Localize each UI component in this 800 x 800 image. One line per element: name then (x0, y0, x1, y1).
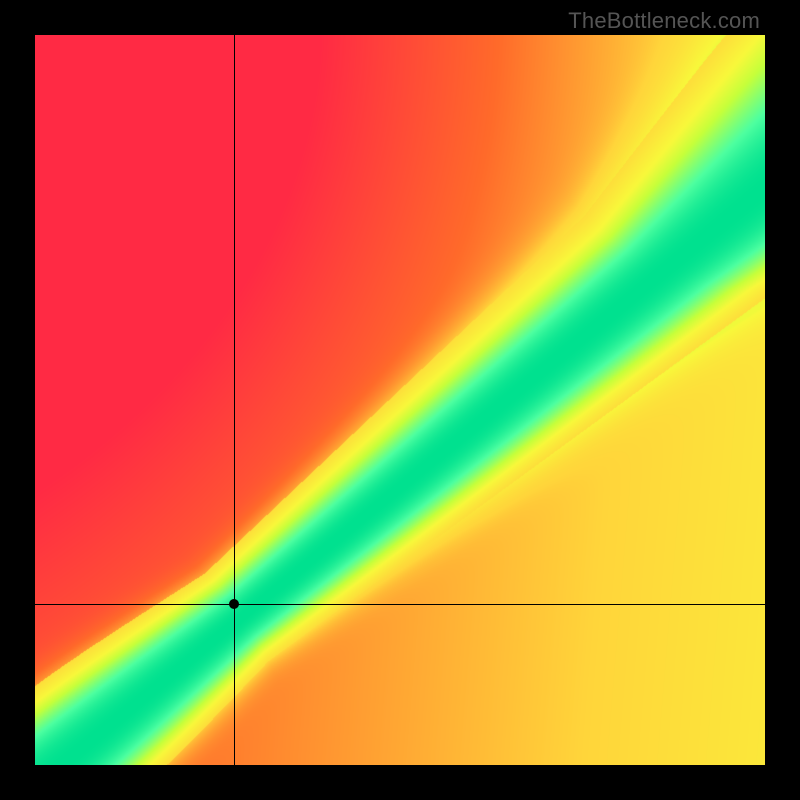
watermark-text: TheBottleneck.com (568, 8, 760, 34)
crosshair-horizontal (35, 604, 765, 605)
crosshair-vertical (234, 35, 235, 765)
heatmap-canvas (35, 35, 765, 765)
crosshair-point (229, 599, 239, 609)
